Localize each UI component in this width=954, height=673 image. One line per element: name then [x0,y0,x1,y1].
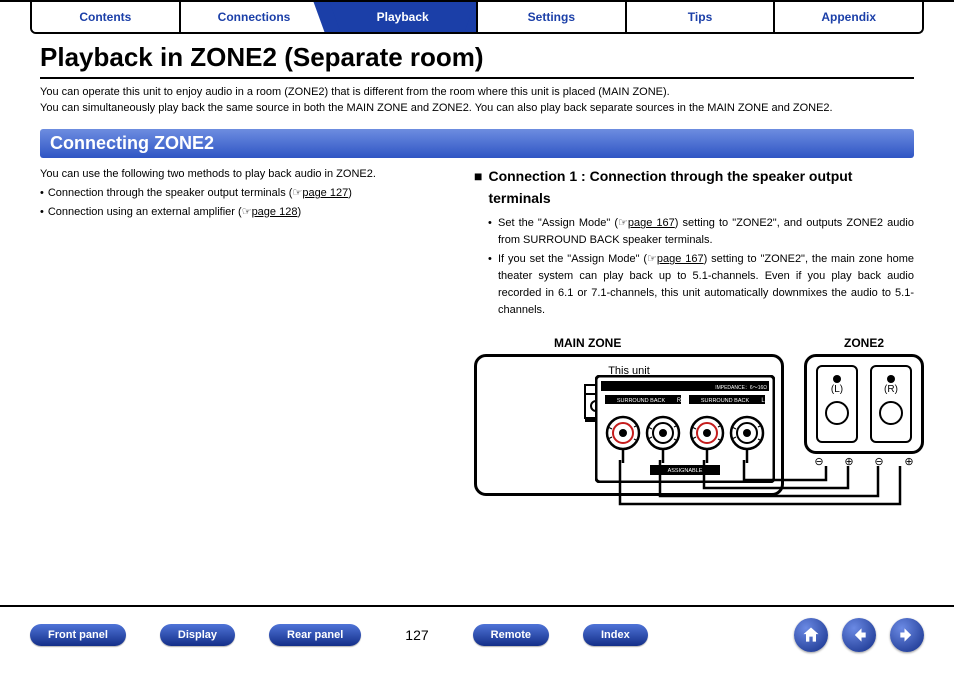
top-nav: Contents Connections Playback Settings T… [30,2,924,34]
tab-tips[interactable]: Tips [625,2,774,32]
intro-p2: You can simultaneously play back the sam… [40,101,914,117]
right-bullet-2: If you set the "Assign Mode" (☞page 167)… [488,251,914,319]
forward-button[interactable] [890,618,924,652]
main-zone-box: This unit IMPEDANCE：6～16Ω [474,354,784,496]
svg-text:ASSIGNABLE: ASSIGNABLE [668,468,703,474]
svg-text:R: R [677,398,682,404]
link-page-167b[interactable]: page 167 [657,253,704,265]
speaker-l: (L) [816,365,858,443]
intro-p1: You can operate this unit to enjoy audio… [40,85,914,101]
wiring-diagram: MAIN ZONE ZONE2 This unit [474,334,914,524]
pill-rear-panel[interactable]: Rear panel [269,624,361,646]
right-column: ■ Connection 1 : Connection through the … [474,166,914,524]
main-zone-label: MAIN ZONE [554,334,621,353]
pointer-icon: ☞ [618,217,628,229]
zone2-label: ZONE2 [844,334,884,353]
pill-display[interactable]: Display [160,624,235,646]
tab-playback[interactable]: Playback [327,2,476,32]
arrow-left-icon [849,625,869,645]
pointer-icon: ☞ [647,253,657,265]
polarity-row: ⊖⊕⊖⊕ [804,454,924,471]
bottom-nav: Front panel Display Rear panel 127 Remot… [0,605,954,653]
left-lead: You can use the following two methods to… [40,166,450,183]
svg-text:SURROUND BACK: SURROUND BACK [617,398,666,404]
square-bullet-icon: ■ [474,166,482,209]
pointer-icon: ☞ [292,187,302,199]
tab-playback-label: Playback [377,10,429,24]
svg-text:SURROUND BACK: SURROUND BACK [701,398,750,404]
tab-connections[interactable]: Connections [179,2,328,32]
pill-remote[interactable]: Remote [473,624,549,646]
left-item-2: •Connection using an external amplifier … [40,204,450,221]
section-bar: Connecting ZONE2 [40,129,914,158]
link-page-167a[interactable]: page 167 [628,217,675,229]
tab-appendix[interactable]: Appendix [773,2,922,32]
page-title: Playback in ZONE2 (Separate room) [40,42,914,79]
tab-settings[interactable]: Settings [476,2,625,32]
rear-panel-icon: IMPEDANCE：6～16Ω SURROUND BACK R SURROUND… [595,375,775,483]
impedance-text: IMPEDANCE：6～16Ω [715,385,767,391]
speaker-r: (R) [870,365,912,443]
left-column: You can use the following two methods to… [40,166,450,524]
right-bullet-1: Set the "Assign Mode" (☞page 167) settin… [488,215,914,249]
tab-contents[interactable]: Contents [32,2,179,32]
pill-index[interactable]: Index [583,624,648,646]
connection-1-heading: ■ Connection 1 : Connection through the … [474,166,914,209]
link-page-128[interactable]: page 128 [252,206,298,218]
pointer-icon: ☞ [242,206,252,218]
back-button[interactable] [842,618,876,652]
left-item-1: •Connection through the speaker output t… [40,185,450,202]
intro-text: You can operate this unit to enjoy audio… [40,85,914,117]
link-page-127[interactable]: page 127 [302,187,348,199]
pill-front-panel[interactable]: Front panel [30,624,126,646]
page-number: 127 [405,627,428,643]
home-button[interactable] [794,618,828,652]
arrow-right-icon [897,625,917,645]
zone2-box: (L) (R) [804,354,924,454]
home-icon [801,625,821,645]
